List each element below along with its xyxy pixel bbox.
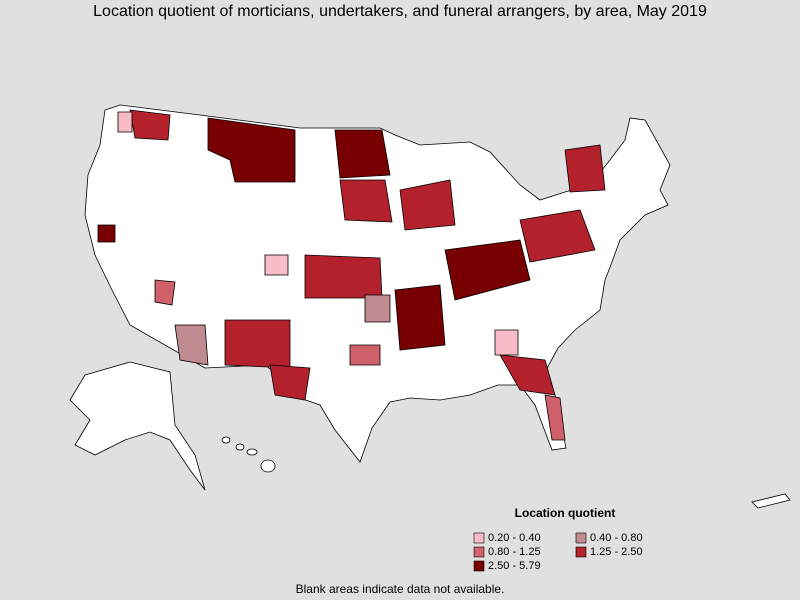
area <box>269 364 311 401</box>
area <box>174 324 209 366</box>
legend-title: Location quotient <box>515 506 616 520</box>
footnote: Blank areas indicate data not available. <box>296 582 505 596</box>
legend-label: 0.20 - 0.40 <box>488 532 541 544</box>
area <box>154 279 176 306</box>
area <box>304 254 383 299</box>
area <box>399 179 456 231</box>
legend-label: 0.80 - 1.25 <box>488 546 541 558</box>
alaska <box>69 361 206 491</box>
area <box>97 224 116 243</box>
area <box>129 109 171 141</box>
map-title: Location quotient of morticians, underta… <box>93 3 707 20</box>
legend-swatch <box>473 532 485 544</box>
legend-swatch <box>575 532 587 544</box>
area <box>499 354 556 396</box>
legend-label: 2.50 - 5.79 <box>488 560 541 572</box>
area <box>544 394 566 441</box>
area <box>564 144 606 193</box>
area <box>207 117 296 183</box>
us-map <box>69 104 791 509</box>
puerto-rico <box>751 493 791 509</box>
area <box>264 254 289 276</box>
area <box>394 284 446 351</box>
legend-swatch <box>473 546 485 558</box>
area <box>339 179 393 223</box>
area <box>334 129 391 179</box>
area <box>519 209 596 263</box>
area <box>494 329 519 356</box>
area-patches <box>97 109 606 441</box>
area <box>349 344 381 366</box>
legend-label: 0.40 - 0.80 <box>590 532 643 544</box>
hawaii <box>221 436 276 473</box>
area <box>117 111 133 133</box>
area <box>224 319 291 369</box>
legend-label: 1.25 - 2.50 <box>590 546 643 558</box>
area <box>364 294 391 323</box>
area <box>444 239 531 301</box>
legend: Location quotient 0.20 - 0.40 0.40 - 0.80… <box>473 506 643 572</box>
legend-swatch <box>473 560 485 572</box>
legend-swatch <box>575 546 587 558</box>
